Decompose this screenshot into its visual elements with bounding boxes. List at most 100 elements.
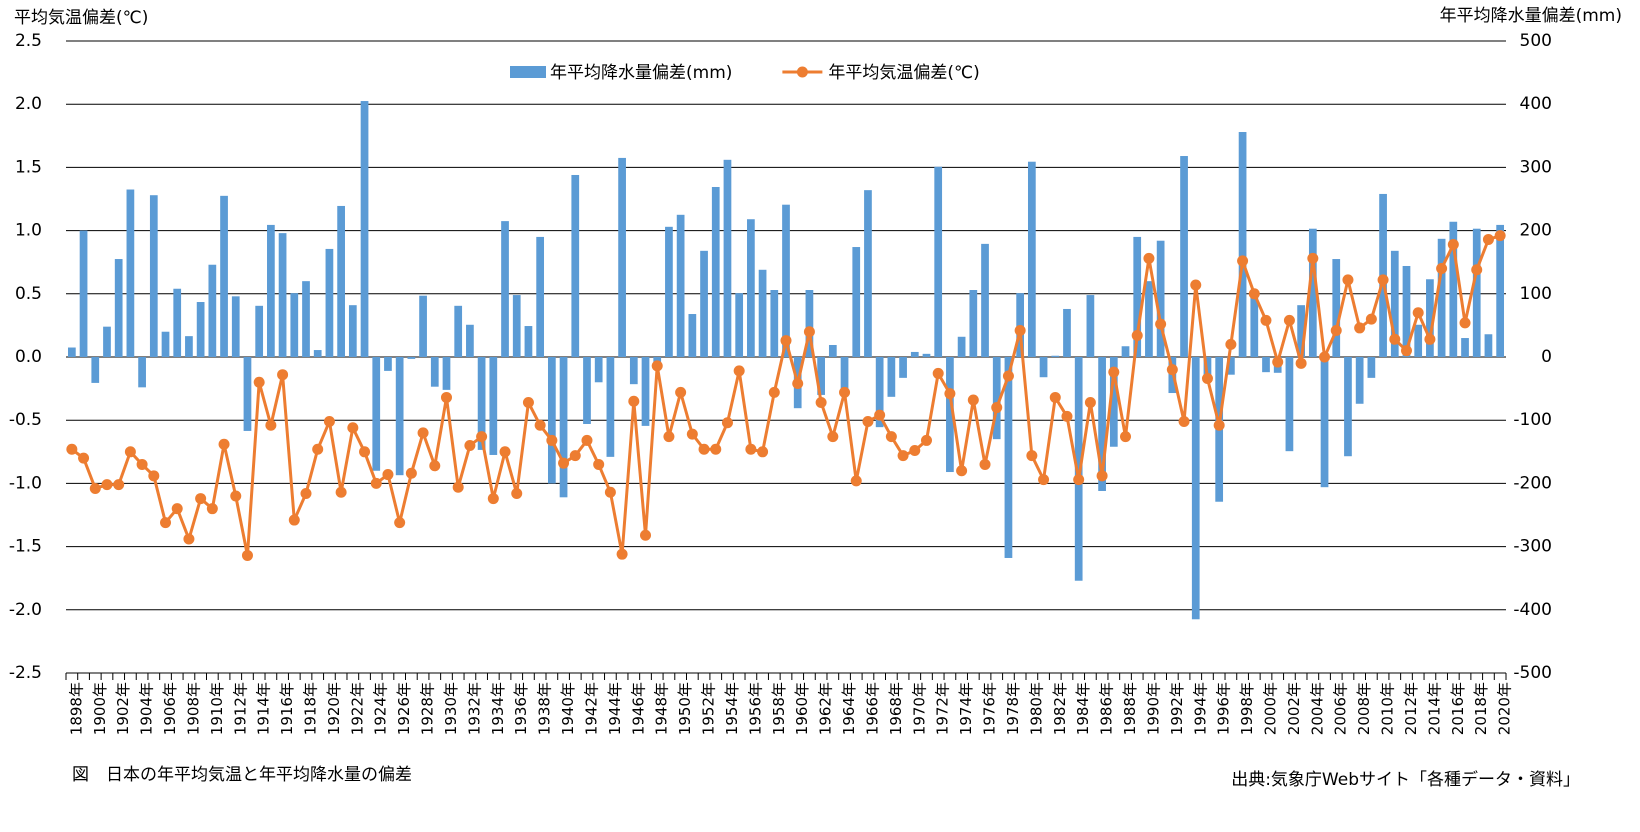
line-marker xyxy=(803,326,815,338)
line-marker xyxy=(1190,279,1202,291)
bar xyxy=(220,195,228,357)
x-tick-label: 1970年 xyxy=(910,682,928,735)
line-marker xyxy=(335,486,347,498)
x-tick-label: 1964年 xyxy=(840,682,858,735)
line-marker xyxy=(1166,364,1178,376)
line-marker xyxy=(675,386,687,398)
x-tick-label: 1948年 xyxy=(653,682,671,735)
x-tick-label: 1954年 xyxy=(723,682,741,735)
y2-tick-label: -400 xyxy=(1513,600,1552,620)
x-tick-label: 1992年 xyxy=(1168,682,1186,735)
line-marker xyxy=(522,397,534,409)
bar xyxy=(1238,132,1247,357)
line-marker xyxy=(534,419,546,431)
y-tick-label: 2.5 xyxy=(15,31,42,51)
bar xyxy=(864,190,872,357)
bar xyxy=(1098,357,1106,491)
x-tick-label: 1968年 xyxy=(887,682,905,735)
legend-swatch xyxy=(796,66,808,78)
bar xyxy=(711,186,720,357)
x-tick-label: 1902年 xyxy=(114,682,132,735)
bar xyxy=(840,357,849,390)
x-tick-label: 1910年 xyxy=(208,682,226,735)
line-marker xyxy=(546,434,558,446)
bar xyxy=(547,357,556,484)
marks xyxy=(66,101,1506,620)
x-tick-label: 1908年 xyxy=(184,682,202,735)
bar xyxy=(875,357,884,428)
x-tick-label: 1930年 xyxy=(442,682,460,735)
bar xyxy=(243,357,252,431)
x-tick-label: 2010年 xyxy=(1379,682,1397,735)
bar xyxy=(1308,228,1317,357)
line-marker xyxy=(897,450,909,462)
line-marker xyxy=(1061,410,1073,422)
bar xyxy=(1133,236,1142,357)
bar xyxy=(946,357,954,473)
x-tick-label: 1904年 xyxy=(138,682,156,735)
y2-tick-label: 100 xyxy=(1520,284,1552,304)
line-marker xyxy=(265,419,277,431)
bar xyxy=(1484,334,1493,357)
bar xyxy=(594,357,603,383)
x-tick-label: 1976年 xyxy=(981,682,999,735)
bar xyxy=(454,305,463,357)
y2-tick-label: 200 xyxy=(1520,221,1552,241)
x-tick-label: 1986年 xyxy=(1098,682,1116,735)
line-marker xyxy=(1038,474,1050,486)
bar xyxy=(1426,279,1434,357)
line-marker xyxy=(476,431,488,443)
bar xyxy=(723,159,732,357)
bar xyxy=(957,336,966,357)
bar xyxy=(173,288,182,357)
bar xyxy=(1156,240,1165,357)
line-marker xyxy=(710,443,722,455)
y-tick-label: 0.5 xyxy=(15,284,42,304)
line-marker xyxy=(581,434,593,446)
line-marker xyxy=(909,445,921,457)
x-tick-label: 1996年 xyxy=(1215,682,1233,735)
x-tick-label: 1998年 xyxy=(1238,682,1256,735)
line-marker xyxy=(698,443,710,455)
line-marker xyxy=(277,369,289,381)
bar xyxy=(1285,357,1294,452)
line-marker xyxy=(640,529,652,541)
line-marker xyxy=(1319,351,1331,363)
line-marker xyxy=(780,335,792,347)
x-tick-label: 2008年 xyxy=(1355,682,1373,735)
x-tick-label: 1938年 xyxy=(536,682,554,735)
bar xyxy=(1109,357,1118,447)
bar xyxy=(360,101,369,357)
x-tick-label: 1928年 xyxy=(419,682,437,735)
y2-tick-label: -200 xyxy=(1513,473,1552,493)
bar xyxy=(477,357,486,450)
line-marker xyxy=(1178,415,1190,427)
line-marker xyxy=(827,431,839,443)
line-marker xyxy=(616,548,628,560)
x-tick-label: 2006年 xyxy=(1332,682,1350,735)
bar xyxy=(1496,224,1505,357)
x-tick-label: 1994年 xyxy=(1191,682,1209,735)
line-marker xyxy=(1014,324,1026,336)
bar xyxy=(255,305,264,357)
line-marker xyxy=(417,427,429,439)
bar xyxy=(1121,346,1130,357)
line-marker xyxy=(1248,288,1260,300)
bar xyxy=(817,357,825,395)
line-marker xyxy=(839,386,851,398)
x-tick-label: 1912年 xyxy=(231,682,249,735)
x-tick-label: 1926年 xyxy=(395,682,413,735)
line-marker xyxy=(721,417,733,429)
line-marker xyxy=(464,439,476,451)
bar xyxy=(442,357,451,390)
bar xyxy=(302,281,310,357)
y2-tick-label: -300 xyxy=(1513,537,1552,557)
line-marker xyxy=(1400,345,1412,357)
line-marker xyxy=(1330,324,1342,336)
line-marker xyxy=(89,482,101,494)
line-marker xyxy=(1412,307,1424,319)
bar xyxy=(1063,308,1071,357)
bar xyxy=(161,331,170,357)
bar xyxy=(583,357,591,424)
line-marker xyxy=(171,503,183,515)
